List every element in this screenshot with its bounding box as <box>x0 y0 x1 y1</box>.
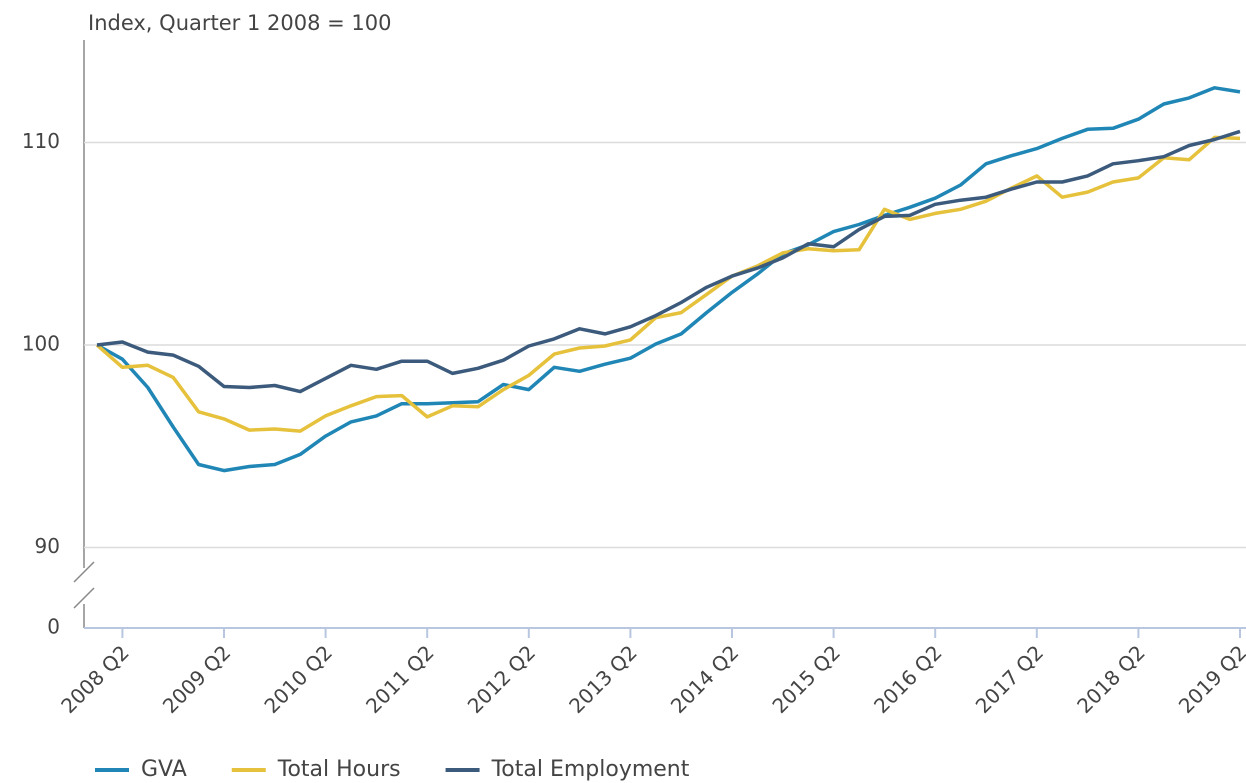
y-tick-label: 90 <box>35 534 60 558</box>
axes <box>73 40 1246 629</box>
x-tick-label: 2017 Q2 <box>971 640 1049 718</box>
x-tick-label: 2018 Q2 <box>1072 640 1150 718</box>
y-tick-label: 0 <box>47 615 60 639</box>
y-tick-label: 110 <box>22 129 60 153</box>
axis-break <box>73 587 95 609</box>
y-axis-title: Index, Quarter 1 2008 = 100 <box>88 11 391 35</box>
x-tick-label: 2015 Q2 <box>767 640 845 718</box>
x-tick-label: 2009 Q2 <box>158 640 236 718</box>
axis-break <box>73 561 95 583</box>
legend-label: Total Employment <box>491 757 690 782</box>
legend-label: Total Hours <box>277 757 401 782</box>
x-tick-label: 2014 Q2 <box>666 640 744 718</box>
legend-label: GVA <box>141 757 187 782</box>
series-line <box>96 86 1241 473</box>
x-tick-label: 2012 Q2 <box>463 640 541 718</box>
y-tick-label: 100 <box>22 332 60 356</box>
series-line <box>96 129 1241 394</box>
x-tick-label: 2019 Q2 <box>1174 640 1246 718</box>
x-tick-label: 2008 Q2 <box>56 640 134 718</box>
x-tick-label: 2016 Q2 <box>869 640 947 718</box>
x-tick-label: 2011 Q2 <box>361 640 439 718</box>
series-line <box>95 135 1241 433</box>
x-tick-label: 2013 Q2 <box>564 640 642 718</box>
x-tick-label: 2010 Q2 <box>259 640 337 718</box>
